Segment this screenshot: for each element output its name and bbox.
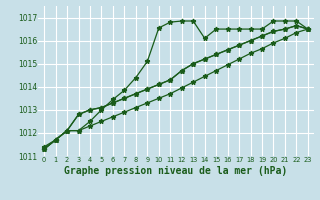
X-axis label: Graphe pression niveau de la mer (hPa): Graphe pression niveau de la mer (hPa) [64,166,288,176]
